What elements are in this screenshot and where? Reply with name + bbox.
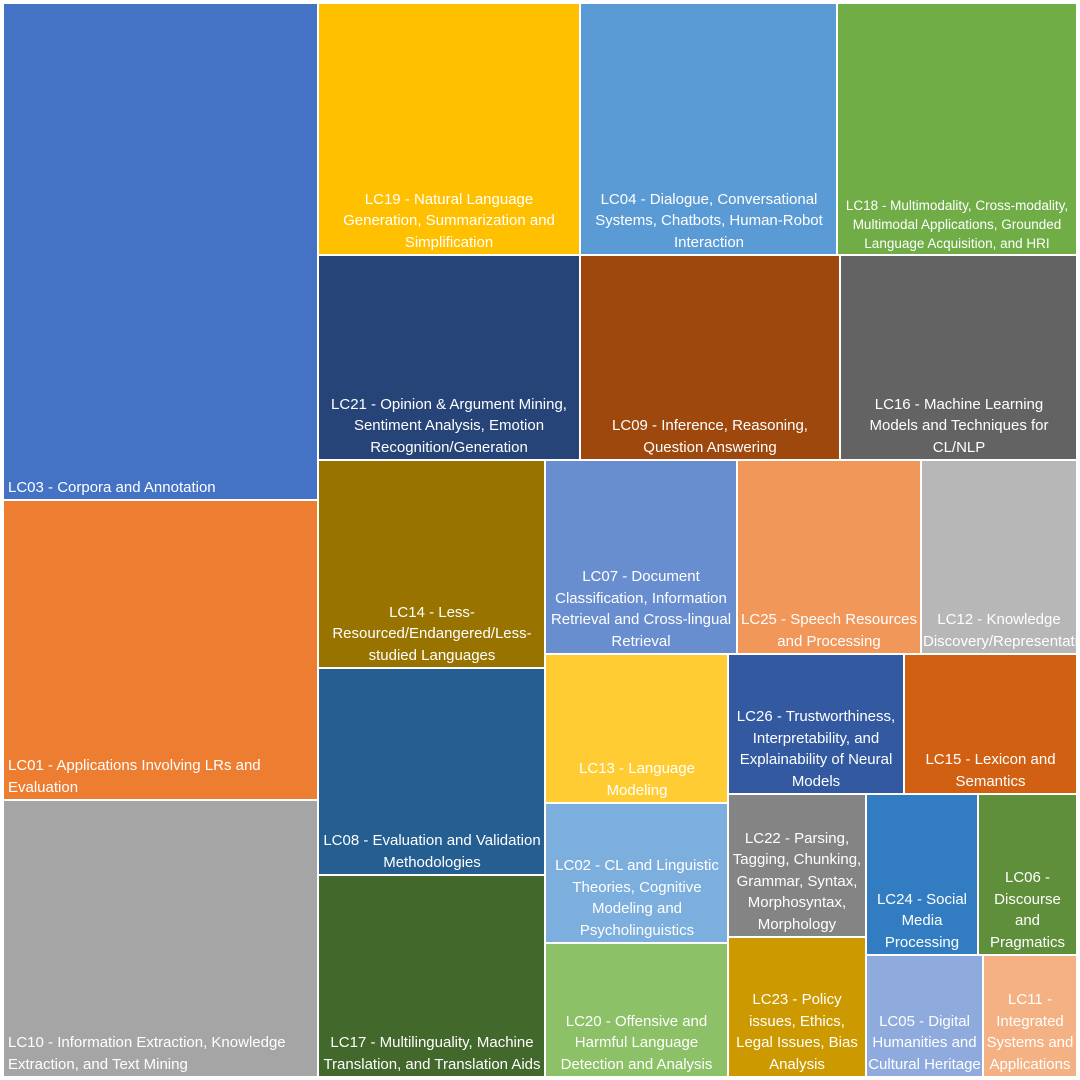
treemap-cell: LC03 - Corpora and Annotation — [2, 2, 319, 501]
treemap-cell: LC19 - Natural Language Generation, Summ… — [317, 2, 581, 256]
treemap-cell: LC22 - Parsing, Tagging, Chunking, Gramm… — [727, 793, 867, 938]
treemap-cell-label: LC10 - Information Extraction, Knowledge… — [8, 1034, 286, 1073]
treemap-cell: LC12 - Knowledge Discovery/Representatio… — [920, 459, 1078, 655]
treemap-cell: LC24 - Social Media Processing — [865, 793, 979, 956]
treemap-cell: LC17 - Multilinguality, Machine Translat… — [317, 874, 546, 1078]
treemap-cell-label: LC09 - Inference, Reasoning, Question An… — [612, 417, 808, 456]
treemap-cell-label: LC14 - Less-Resourced/Endangered/Less-st… — [332, 603, 532, 664]
treemap-cell: LC20 - Offensive and Harmful Language De… — [544, 942, 729, 1078]
treemap-cell-label: LC15 - Lexicon and Semantics — [925, 751, 1056, 790]
treemap-cell: LC14 - Less-Resourced/Endangered/Less-st… — [317, 459, 546, 669]
treemap-cell-label: LC16 - Machine Learning Models and Techn… — [869, 395, 1049, 456]
treemap-cell-label: LC02 - CL and Linguistic Theories, Cogni… — [555, 857, 719, 939]
treemap-cell: LC25 - Speech Resources and Processing — [736, 459, 922, 655]
treemap-cell-label: LC08 - Evaluation and Validation Methodo… — [323, 832, 541, 871]
treemap-cell: LC13 - Language Modeling — [544, 653, 729, 804]
treemap-cell-label: LC18 - Multimodality, Cross-modality, Mu… — [845, 198, 1069, 251]
treemap-cell: LC23 - Policy issues, Ethics, Legal Issu… — [727, 936, 867, 1078]
treemap-cell: LC04 - Dialogue, Conversational Systems,… — [579, 2, 838, 256]
treemap-cell: LC26 - Trustworthiness, Interpretability… — [727, 653, 905, 795]
treemap-cell-label: LC22 - Parsing, Tagging, Chunking, Gramm… — [732, 829, 862, 933]
treemap-cell: LC21 - Opinion & Argument Mining, Sentim… — [317, 254, 581, 461]
treemap-cell-label: LC20 - Offensive and Harmful Language De… — [560, 1012, 713, 1073]
treemap-cell: LC09 - Inference, Reasoning, Question An… — [579, 254, 841, 461]
treemap-cell: LC07 - Document Classification, Informat… — [544, 459, 738, 655]
treemap-cell: LC11 - Integrated Systems and Applicatio… — [982, 954, 1078, 1078]
treemap-cell: LC08 - Evaluation and Validation Methodo… — [317, 667, 546, 876]
treemap-cell-label: LC11 - Integrated Systems and Applicatio… — [986, 991, 1074, 1073]
treemap-cell: LC15 - Lexicon and Semantics — [903, 653, 1078, 795]
treemap-cell-label: LC07 - Document Classification, Informat… — [550, 568, 732, 650]
treemap-cell: LC06 - Discourse and Pragmatics — [977, 793, 1078, 956]
treemap-cell-label: LC12 - Knowledge Discovery/Representatio… — [923, 611, 1077, 650]
treemap-cell-label: LC06 - Discourse and Pragmatics — [989, 869, 1066, 951]
treemap-cell-label: LC05 - Digital Humanities and Cultural H… — [868, 1012, 981, 1073]
treemap-cell-label: LC01 - Applications Involving LRs and Ev… — [8, 757, 261, 796]
treemap-cell: LC02 - CL and Linguistic Theories, Cogni… — [544, 802, 729, 944]
treemap-cell-label: LC04 - Dialogue, Conversational Systems,… — [595, 190, 823, 251]
treemap-cell-label: LC19 - Natural Language Generation, Summ… — [343, 190, 555, 251]
treemap-cell-label: LC13 - Language Modeling — [579, 760, 695, 799]
treemap-cell: LC05 - Digital Humanities and Cultural H… — [865, 954, 984, 1078]
treemap-cell-label: LC23 - Policy issues, Ethics, Legal Issu… — [736, 991, 858, 1073]
treemap-cell: LC10 - Information Extraction, Knowledge… — [2, 799, 319, 1078]
treemap-cell: LC18 - Multimodality, Cross-modality, Mu… — [836, 2, 1078, 256]
treemap-cell-label: LC21 - Opinion & Argument Mining, Sentim… — [331, 395, 567, 456]
treemap-cell-label: LC24 - Social Media Processing — [876, 890, 968, 951]
treemap-cell-label: LC17 - Multilinguality, Machine Translat… — [323, 1034, 541, 1073]
treemap-cell-label: LC25 - Speech Resources and Processing — [741, 611, 917, 650]
treemap-cell-label: LC26 - Trustworthiness, Interpretability… — [736, 708, 896, 790]
treemap-cell: LC01 - Applications Involving LRs and Ev… — [2, 499, 319, 801]
treemap-cell-label: LC03 - Corpora and Annotation — [8, 478, 216, 496]
treemap-cell: LC16 - Machine Learning Models and Techn… — [839, 254, 1078, 461]
